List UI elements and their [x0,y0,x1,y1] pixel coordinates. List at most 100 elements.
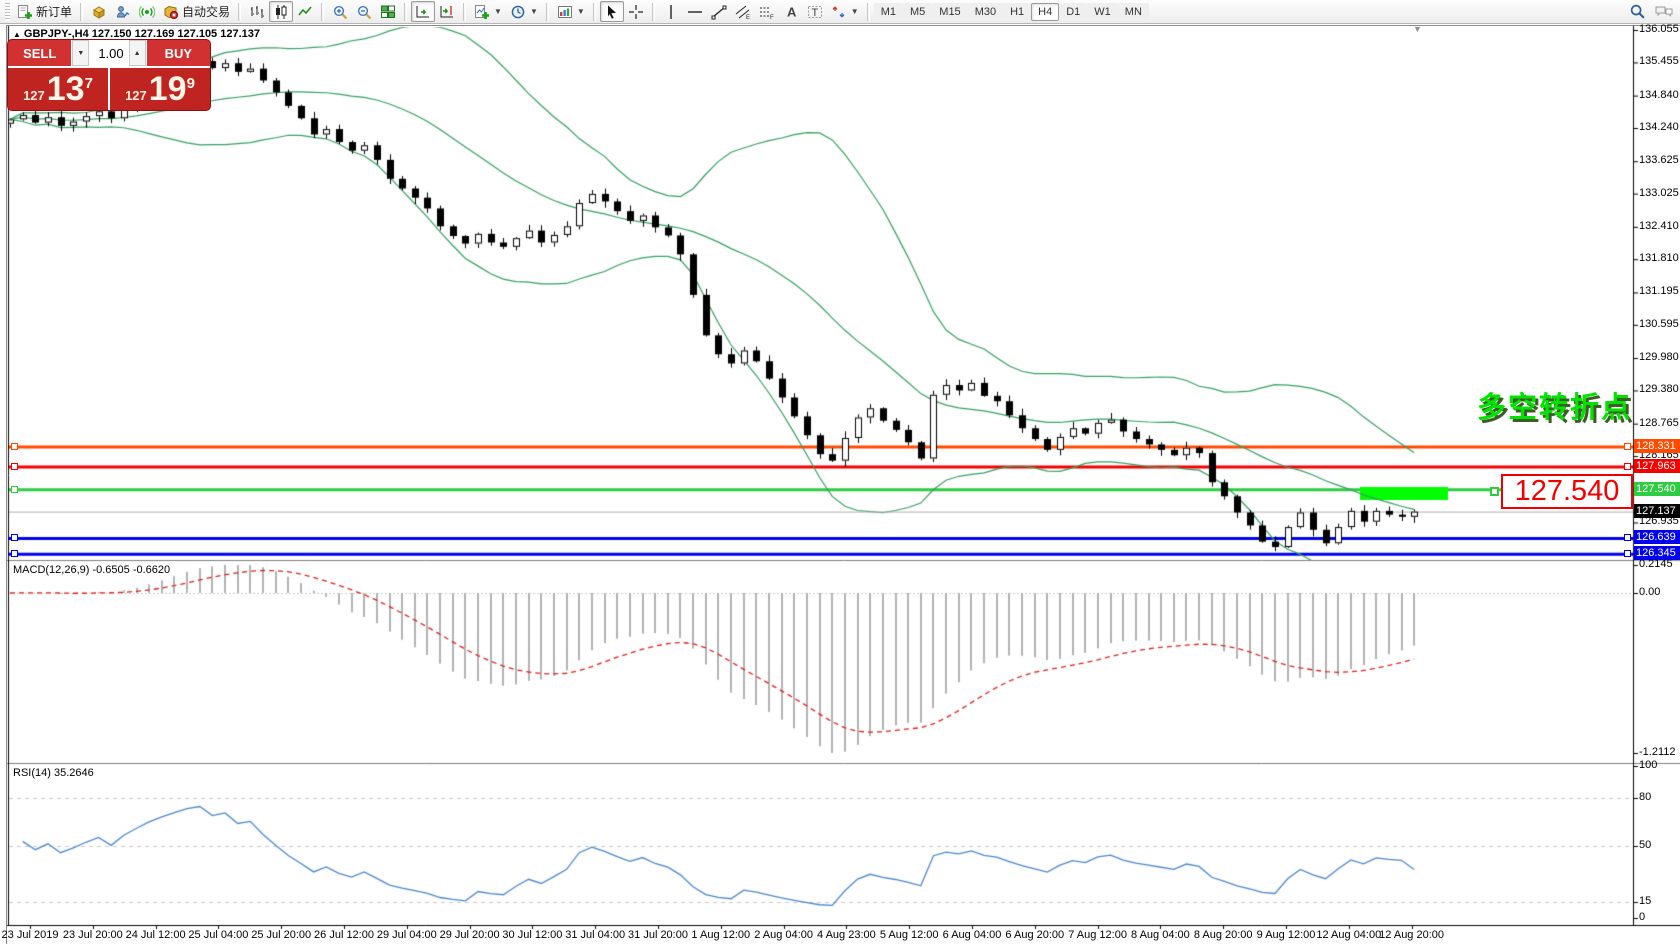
price-axis-tick[interactable]: 129.980 [1639,351,1679,364]
horizontal-line-button[interactable] [683,1,707,22]
time-axis-label[interactable]: 6 Aug 04:00 [942,929,1002,941]
time-axis-label[interactable]: 23 Jul 2019 [1,929,59,941]
trendline-button[interactable] [707,1,731,22]
text-button[interactable]: A [779,1,803,22]
price-axis-tick[interactable]: 136.055 [1639,23,1679,35]
price-axis-tick[interactable]: 130.595 [1639,317,1679,330]
macd-scale-label[interactable]: 0.2145 [1639,558,1673,570]
time-axis-label[interactable]: 24 Jul 12:00 [125,929,186,941]
rsi-scale-label[interactable]: 50 [1639,839,1652,851]
hline-left-handle[interactable] [11,443,18,451]
timeframe-w1[interactable]: W1 [1087,3,1118,21]
hline-right-handle[interactable] [1624,550,1631,558]
chat-button[interactable] [1650,1,1678,22]
time-axis-label[interactable]: 6 Aug 20:00 [1005,929,1065,941]
time-axis-label[interactable]: 30 Jul 12:00 [502,929,563,941]
time-axis-label[interactable]: 2 Aug 04:00 [754,929,813,941]
sell-price-button[interactable]: 127 13 7 [8,68,110,110]
time-axis-label[interactable]: 5 Aug 12:00 [879,929,939,941]
timeframe-m30[interactable]: M30 [967,3,1004,21]
hline-right-handle[interactable] [1624,462,1631,470]
periods-button[interactable]: ▼ [506,1,542,22]
auto-trading-button[interactable]: 自动交易 [159,1,234,22]
time-axis-label[interactable]: 4 Aug 23:00 [817,929,876,941]
hline-right-handle[interactable] [1624,443,1631,451]
hline-left-handle[interactable] [11,534,18,542]
time-axis-label[interactable]: 1 Aug 12:00 [691,929,751,941]
price-axis-tick[interactable]: 135.455 [1639,55,1679,68]
timeframe-d1[interactable]: D1 [1059,3,1088,21]
cursor-button[interactable] [599,1,624,22]
sell-button[interactable]: SELL [8,40,72,66]
rsi-scale-label[interactable]: 80 [1639,791,1652,803]
toolbar-grip[interactable] [5,2,10,21]
zoom-out-button[interactable] [352,1,376,22]
timeframe-m1[interactable]: M1 [873,3,903,21]
text-label-button[interactable]: T [803,1,827,22]
rsi-scale-label[interactable]: 100 [1639,759,1658,771]
rsi-scale-label[interactable]: 0 [1639,911,1646,923]
time-axis-label[interactable]: 9 Aug 12:00 [1256,929,1316,941]
time-axis-label[interactable]: 29 Jul 04:00 [376,929,437,941]
time-axis-label[interactable]: 12 Aug 04:00 [1316,929,1382,941]
crosshair-button[interactable] [624,1,648,22]
fibonacci-button[interactable]: F [755,1,779,22]
time-axis-label[interactable]: 8 Aug 20:00 [1193,929,1253,941]
time-axis-label[interactable]: 31 Jul 04:00 [565,929,626,941]
price-callout-label[interactable]: 127.540 [1501,474,1633,509]
time-axis-label[interactable]: 31 Jul 20:00 [628,929,688,941]
equidistant-channel-button[interactable]: E [731,1,755,22]
time-axis-label[interactable]: 29 Jul 20:00 [439,929,500,941]
price-axis-tick[interactable]: 131.810 [1639,252,1679,265]
price-axis-tick[interactable]: 126.935 [1639,515,1679,528]
time-axis-label[interactable]: 26 Jul 12:00 [314,929,374,941]
signals-button[interactable] [135,1,159,22]
indicators-button[interactable]: ▼ [470,1,506,22]
hline-left-handle[interactable] [11,550,18,558]
time-axis-label[interactable]: 25 Jul 20:00 [251,929,312,941]
hline-left-handle[interactable] [11,485,18,493]
timeframe-m5[interactable]: M5 [903,3,933,21]
new-order-button[interactable]: 新订单 [13,1,76,22]
auto-scroll-button[interactable] [411,1,436,22]
price-axis-tick[interactable]: 133.025 [1639,186,1679,199]
time-axis-label[interactable]: 12 Aug 20:00 [1379,929,1445,941]
timeframe-h1[interactable]: H1 [1003,3,1032,21]
price-axis-tick[interactable]: 131.195 [1639,285,1679,298]
expand-triangle-icon[interactable]: ▲ [13,30,21,39]
chart-shift-button[interactable] [435,1,459,22]
buy-button[interactable]: BUY [146,40,210,66]
vertical-line-button[interactable] [659,1,683,22]
price-axis-tick[interactable]: 134.840 [1639,88,1679,101]
price-axis-tick[interactable]: 134.240 [1639,121,1679,133]
strategy-tester-button[interactable] [111,1,135,22]
volume-input[interactable]: 1.00 [98,45,124,61]
time-axis-label[interactable]: 7 Aug 12:00 [1068,929,1127,941]
timeframe-mn[interactable]: MN [1117,3,1149,21]
market-watch-button[interactable] [87,1,111,22]
search-button[interactable] [1625,1,1650,22]
buy-price-button[interactable]: 127 19 9 [110,68,210,110]
green-line-handle[interactable] [1490,487,1499,496]
tile-windows-button[interactable] [376,1,400,22]
candlestick-chart-button[interactable] [269,1,294,22]
price-axis-tick[interactable]: 128.765 [1639,416,1679,429]
time-axis-label[interactable]: 8 Aug 04:00 [1131,929,1190,941]
price-axis-tick[interactable]: 132.410 [1639,219,1679,232]
timeframe-m15[interactable]: M15 [932,3,968,21]
volume-decrease-button[interactable]: ▼ [72,40,90,66]
zoom-in-button[interactable] [328,1,352,22]
price-axis-tick[interactable]: 133.625 [1639,154,1679,167]
templates-button[interactable]: ▼ [553,1,589,22]
timeframe-h4[interactable]: H4 [1031,3,1060,21]
time-axis-label[interactable]: 23 Jul 20:00 [62,929,123,941]
hline-right-handle[interactable] [1624,534,1631,542]
time-axis-label[interactable]: 25 Jul 04:00 [188,929,249,941]
price-axis-tick[interactable]: 129.380 [1639,383,1679,396]
arrows-button[interactable]: ▼ [827,1,863,22]
rsi-scale-label[interactable]: 15 [1639,895,1652,907]
hline-left-handle[interactable] [11,462,18,470]
chart-shift-marker-icon[interactable]: ▼ [1413,24,1422,34]
macd-scale-label[interactable]: 0.00 [1639,586,1661,598]
